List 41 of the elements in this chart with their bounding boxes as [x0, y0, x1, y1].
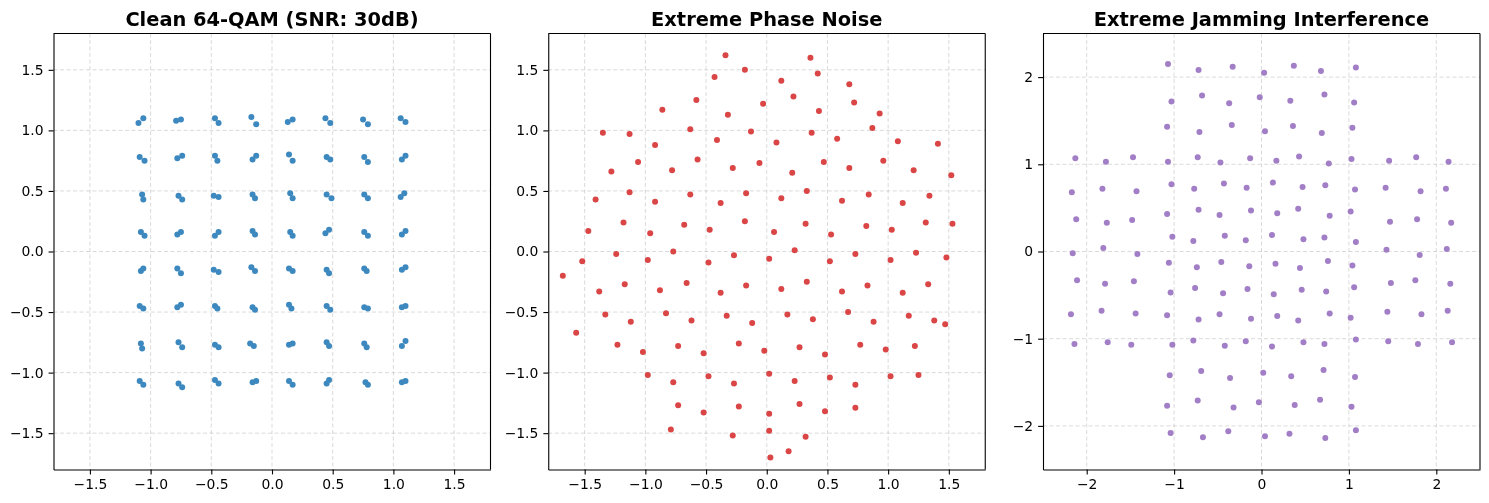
x-tick-label: 0.5 — [322, 476, 345, 493]
x-tick-label: 0.5 — [816, 476, 839, 493]
y-tick-label: 0.0 — [21, 243, 44, 260]
y-tick-label: 1.5 — [21, 61, 44, 78]
y-tick-label: −1.5 — [504, 425, 539, 442]
x-tick-label: −2 — [1076, 476, 1098, 493]
x-tick-label: −0.5 — [689, 476, 724, 493]
y-tick-label: −0.5 — [504, 304, 539, 320]
y-tick-label: 1.0 — [516, 122, 539, 139]
y-tick-label: 2 — [1024, 69, 1034, 86]
y-tick-label: 0.5 — [21, 182, 44, 199]
y-tick-label: −1.0 — [9, 364, 44, 381]
x-tick-label: 1.0 — [877, 476, 900, 493]
y-tick-label: −2 — [1012, 417, 1034, 434]
x-tick-label: 1.0 — [382, 476, 405, 493]
y-tick-label: −0.5 — [9, 304, 44, 320]
x-tick-label: −1.5 — [73, 476, 108, 493]
y-tick-label: −1 — [1012, 330, 1034, 347]
chart-title: Extreme Phase Noise — [651, 8, 883, 31]
x-tick-label: −0.5 — [194, 476, 229, 493]
x-tick-label: −1 — [1164, 476, 1185, 493]
y-tick-label: 0.5 — [516, 182, 539, 199]
y-tick-label: −1.5 — [9, 425, 44, 442]
x-tick-label: −1.0 — [134, 476, 168, 493]
y-tick-label: −1.0 — [504, 364, 539, 381]
y-tick-label: 0.0 — [516, 243, 539, 260]
x-tick-label: 0.0 — [261, 476, 284, 493]
y-tick-label: 0 — [1024, 243, 1034, 260]
y-tick-label: 1.5 — [516, 61, 539, 78]
x-tick-label: 1.5 — [938, 476, 961, 493]
chart-title: Extreme Jamming Interference — [1093, 8, 1430, 31]
y-tick-label: 1 — [1024, 156, 1034, 173]
x-tick-label: 0 — [1257, 476, 1267, 493]
x-tick-label: 1 — [1344, 476, 1354, 493]
chart-title: Clean 64-QAM (SNR: 30dB) — [125, 8, 419, 31]
x-tick-label: 1.5 — [443, 476, 466, 493]
x-tick-label: −1.5 — [568, 476, 603, 493]
x-tick-label: 0.0 — [756, 476, 779, 493]
y-tick-label: 1.0 — [21, 122, 44, 139]
x-tick-label: −1.0 — [628, 476, 663, 493]
x-tick-label: 2 — [1432, 476, 1442, 493]
